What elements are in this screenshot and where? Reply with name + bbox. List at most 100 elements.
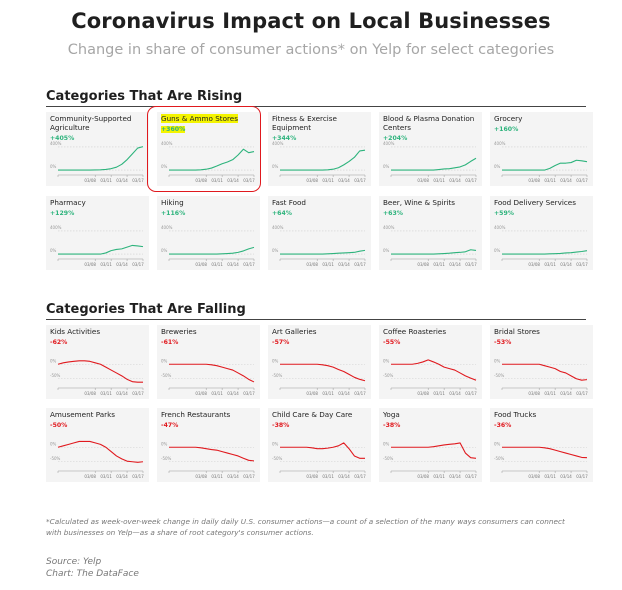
x-tick-label: 03/08 (417, 178, 429, 183)
x-tick-label: 03/11 (211, 262, 223, 267)
y-tick-label: 0% (494, 358, 501, 363)
source-block: Source: Yelp Chart: The DataFace (46, 556, 139, 580)
series-line (280, 363, 366, 382)
category-card: Grocery +160% 400% 0% 03/08 03/11 03/14 03/17 (490, 112, 593, 186)
series-line (391, 442, 477, 459)
category-name: Yoga (383, 410, 400, 419)
y-tick-label: 400% (494, 141, 506, 146)
x-tick-label: 03/17 (243, 391, 255, 396)
category-name: Hiking (161, 198, 184, 207)
x-tick-label: 03/17 (576, 474, 588, 479)
series-line (57, 360, 143, 383)
y-tick-label: -50% (161, 456, 172, 461)
category-name: Grocery (494, 114, 523, 123)
x-tick-label: 03/11 (100, 262, 112, 267)
x-tick-label: 03/08 (306, 474, 318, 479)
x-tick-label: 03/17 (132, 474, 144, 479)
category-change: -36% (494, 422, 512, 429)
series-line (57, 440, 144, 463)
category-card: Bridal Stores -53% 0% -50% 03/08 03/11 03/14 03… (490, 325, 593, 399)
category-change: -61% (161, 339, 179, 346)
sparkline-chart: 400% 0% 03/08 03/11 03/14 03/17 (383, 225, 477, 267)
y-tick-label: 0% (272, 164, 279, 169)
sparkline-chart: 400% 0% 03/08 03/11 03/14 03/17 (494, 225, 588, 267)
y-tick-label: 0% (383, 248, 390, 253)
y-tick-label: 400% (161, 141, 173, 146)
series-line (169, 446, 255, 462)
x-tick-label: 03/08 (528, 474, 540, 479)
x-tick-label: 03/17 (576, 178, 588, 183)
x-tick-label: 03/11 (211, 178, 223, 183)
category-card: Coffee Roasteries -55% 0% -50% 03/08 03/11 03/… (379, 325, 482, 399)
x-tick-label: 03/11 (100, 391, 112, 396)
category-card: Art Galleries -57% 0% -50% 03/08 03/11 03/14 03… (268, 325, 371, 399)
category-name: Guns & Ammo Stores (161, 114, 238, 123)
series-line (502, 446, 588, 459)
category-card: Fitness & Exercise Equipment +344% 400% 0% 0… (268, 112, 371, 186)
category-card: Yoga -38% 0% -50% 03/08 03/11 03/14 03/17 (379, 408, 482, 482)
x-tick-label: 03/14 (338, 178, 350, 183)
sparkline-chart: 400% 0% 03/08 03/11 03/14 03/17 (272, 225, 366, 267)
x-tick-label: 03/17 (354, 474, 366, 479)
x-tick-label: 03/11 (211, 474, 223, 479)
x-tick-label: 03/14 (338, 474, 350, 479)
x-tick-label: 03/14 (116, 474, 128, 479)
category-change: -55% (383, 339, 401, 346)
category-change: +59% (494, 210, 514, 217)
x-tick-label: 03/17 (132, 262, 144, 267)
y-tick-label: 0% (161, 164, 168, 169)
category-name: Pharmacy (50, 198, 86, 207)
x-tick-label: 03/14 (449, 474, 461, 479)
x-tick-label: 03/17 (354, 391, 366, 396)
x-tick-label: 03/11 (322, 391, 334, 396)
y-tick-label: -50% (50, 373, 61, 378)
series-line (280, 442, 365, 459)
x-tick-label: 03/08 (528, 262, 540, 267)
y-tick-label: -50% (494, 373, 505, 378)
category-change: -57% (272, 339, 290, 346)
category-name: Blood & Plasma Donation Centers (383, 114, 475, 132)
x-tick-label: 03/17 (354, 178, 366, 183)
series-line (502, 159, 588, 171)
y-tick-label: 0% (161, 358, 168, 363)
x-tick-label: 03/08 (306, 262, 318, 267)
series-line (169, 246, 255, 255)
category-card: Breweries -61% 0% -50% 03/08 03/11 03/14 03/17 (157, 325, 260, 399)
category-card: Food Trucks -36% 0% -50% 03/08 03/11 03/14 03/1… (490, 408, 593, 482)
sparkline-chart: 0% -50% 03/08 03/11 03/14 03/17 (272, 358, 366, 396)
y-tick-label: 0% (272, 441, 279, 446)
source-line: Source: Yelp (46, 557, 102, 567)
credit-line: Chart: The DataFace (46, 569, 139, 579)
category-name: Bridal Stores (494, 327, 540, 336)
sparkline-chart: 400% 0% 03/08 03/11 03/14 03/17 (50, 141, 144, 183)
y-tick-label: 0% (50, 164, 57, 169)
category-card: Pharmacy +129% 400% 0% 03/08 03/11 03/14 03/17 (46, 196, 149, 270)
category-card: Community-Supported Agriculture +405% 400%… (46, 112, 149, 186)
x-tick-label: 03/17 (354, 262, 366, 267)
y-tick-label: 0% (383, 358, 390, 363)
x-tick-label: 03/08 (195, 474, 207, 479)
x-tick-label: 03/14 (227, 178, 239, 183)
category-name: Fitness & Exercise Equipment (272, 114, 337, 132)
series-line (391, 249, 477, 255)
x-tick-label: 03/17 (465, 262, 477, 267)
x-tick-label: 03/14 (449, 391, 461, 396)
y-tick-label: 0% (272, 358, 279, 363)
x-tick-label: 03/14 (449, 178, 461, 183)
y-tick-label: 400% (161, 225, 173, 230)
category-card: Fast Food +64% 400% 0% 03/08 03/11 03/14 03/17 (268, 196, 371, 270)
category-change: +64% (272, 210, 292, 217)
x-tick-label: 03/11 (100, 474, 112, 479)
y-tick-label: -50% (161, 373, 172, 378)
x-tick-label: 03/08 (417, 474, 429, 479)
x-tick-label: 03/14 (227, 474, 239, 479)
x-tick-label: 03/08 (84, 262, 96, 267)
series-line (58, 146, 144, 171)
category-change: +360% (161, 126, 186, 133)
category-name: Kids Activities (50, 327, 101, 336)
sparkline-chart: 0% -50% 03/08 03/11 03/14 03/17 (494, 358, 588, 396)
y-tick-label: 400% (272, 141, 284, 146)
x-tick-label: 03/08 (84, 178, 96, 183)
category-card: Blood & Plasma Donation Centers +204% 400%… (379, 112, 482, 186)
category-change: +160% (494, 126, 519, 133)
